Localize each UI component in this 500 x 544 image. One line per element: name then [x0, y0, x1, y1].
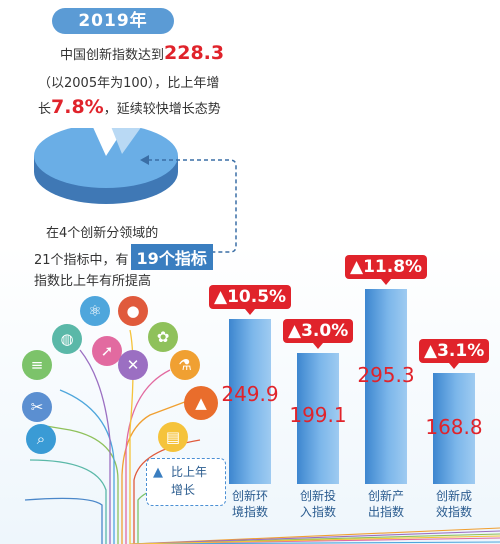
index-summary-line3-prefix: 长 [38, 102, 52, 117]
growth-badge-pointer [245, 309, 255, 316]
bar [297, 352, 339, 484]
growth-badge: ▲3.0% [283, 318, 354, 343]
category-label-line: 创新产 [367, 489, 404, 503]
growth-badge: ▲11.8% [345, 255, 428, 280]
apple-icon: ● [118, 296, 148, 326]
category-label-line: 入指数 [299, 505, 336, 519]
scissors-icon: ✂ [22, 392, 52, 422]
indicator-count-tag: 19个指标 [130, 244, 213, 270]
category-label-line: 效指数 [435, 505, 472, 519]
indicator-note-line1: 在4个创新分领域的 [46, 226, 159, 241]
growth-badge: ▲3.1% [419, 338, 490, 363]
legend-text: 比上年 增长 [171, 463, 207, 499]
growth-badge-pointer [313, 342, 323, 349]
category-label-line: 出指数 [367, 505, 404, 519]
index-summary-line1: 中国创新指数达到228.3 [60, 42, 224, 64]
indicator-note-prefix: 21个指标中，有 [34, 253, 129, 268]
rocket-icon: ➚ [92, 336, 122, 366]
category-label: 创新成 效指数 [424, 488, 484, 520]
category-label-line: 创新环 [231, 489, 268, 503]
indicator-note-line3: 指数比上年有所提高 [34, 274, 152, 289]
legend-triangle-icon: ▲ [153, 465, 163, 480]
category-label: 创新环 境指数 [220, 488, 280, 520]
legend-text-line1: 比上年 [171, 465, 208, 479]
bar [433, 372, 475, 484]
growth-badge: ▲10.5% [209, 285, 292, 310]
abacus-icon: ≡ [22, 350, 52, 380]
index-summary-line3-suffix: ，延续较快增长态势 [103, 102, 221, 117]
category-label: 创新产 出指数 [356, 488, 416, 520]
indicator-note-line2: 21个指标中，有 19个指标 [34, 244, 213, 270]
magnifier-icon: ⌕ [26, 424, 56, 454]
palette-icon: ✿ [148, 322, 178, 352]
category-label-line: 境指数 [231, 505, 268, 519]
connector-line [140, 155, 237, 253]
category-label-line: 创新投 [299, 489, 336, 503]
atom-icon: ⚛ [80, 296, 110, 326]
index-summary-line3: 长7.8%，延续较快增长态势 [38, 96, 221, 118]
innovation-index-value: 228.3 [164, 42, 225, 64]
bar [229, 319, 271, 484]
year-label: 2019年 [52, 8, 174, 34]
growth-badge-pointer [449, 362, 459, 369]
bar-value-label: 249.9 [221, 381, 279, 406]
category-label: 创新投 入指数 [288, 488, 348, 520]
globe-icon: ◍ [52, 324, 82, 354]
category-label-line: 创新成 [435, 489, 472, 503]
growth-rate-value: 7.8% [51, 96, 104, 118]
pie-graphic [34, 128, 178, 204]
bar [365, 289, 407, 484]
bar-value-label: 199.1 [289, 402, 347, 427]
graduation-cap-icon: ▲ [184, 386, 218, 420]
index-summary-prefix: 中国创新指数达到 [60, 48, 165, 63]
ruler-icon: ✕ [118, 350, 148, 380]
growth-legend: ▲ 比上年 增长 [146, 458, 226, 506]
growth-badge-pointer [381, 279, 391, 286]
flask-icon: ⚗ [170, 350, 200, 380]
bar-value-label: 168.8 [425, 414, 483, 439]
notepad-icon: ▤ [158, 422, 188, 452]
legend-text-line2: 增长 [171, 483, 196, 497]
index-summary-line2: （以2005年为100），比上年增 [38, 76, 220, 91]
bar-value-label: 295.3 [357, 363, 415, 388]
